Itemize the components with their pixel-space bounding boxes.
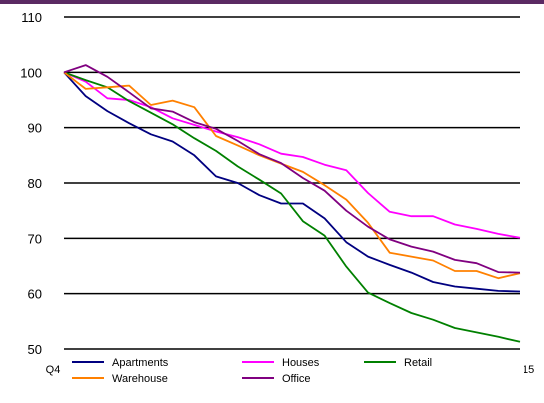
legend-label-warehouse: Warehouse bbox=[112, 373, 168, 385]
y-tick-label-100: 100 bbox=[20, 65, 42, 80]
legend-label-apartments: Apartments bbox=[112, 357, 169, 369]
series-line-warehouse bbox=[63, 71, 521, 280]
y-axis: 50 60 70 80 90 100 110 bbox=[20, 10, 42, 357]
y-tick-label-70: 70 bbox=[28, 231, 42, 246]
y-tick-label-50: 50 bbox=[28, 342, 42, 357]
series-line-retail bbox=[63, 71, 521, 343]
y-tick-label-90: 90 bbox=[28, 121, 42, 136]
series-line-houses bbox=[63, 71, 521, 239]
legend: Apartments Houses Retail Warehouse Office bbox=[70, 351, 524, 397]
y-tick-label-110: 110 bbox=[21, 10, 42, 25]
legend-label-retail: Retail bbox=[404, 357, 432, 369]
gridlines bbox=[64, 16, 520, 350]
series-line-office bbox=[63, 64, 521, 274]
legend-label-office: Office bbox=[282, 373, 311, 385]
y-tick-label-60: 60 bbox=[28, 287, 42, 302]
legend-background bbox=[70, 351, 524, 397]
series-lines bbox=[63, 64, 521, 343]
top-border bbox=[0, 0, 544, 4]
x-tick-label-first: Q4 bbox=[46, 364, 61, 376]
legend-label-houses: Houses bbox=[282, 357, 320, 369]
y-tick-label-80: 80 bbox=[28, 176, 42, 191]
series-line-apartments bbox=[63, 71, 521, 293]
